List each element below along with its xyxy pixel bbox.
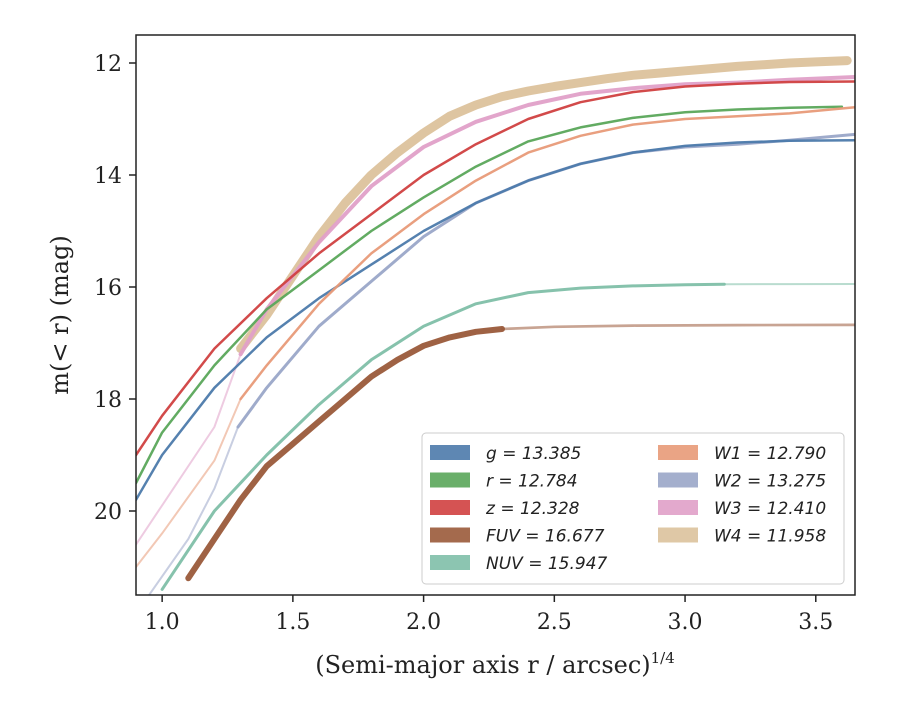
- legend-label: W1 = 12.790: [714, 444, 826, 464]
- y-axis-label: m(< r) (mag): [46, 235, 74, 394]
- legend-label: W4 = 11.958: [714, 527, 826, 547]
- legend-swatch: [658, 500, 698, 515]
- legend-swatch: [658, 445, 698, 460]
- x-tick-label: 2.0: [406, 610, 441, 635]
- legend-swatch: [430, 445, 470, 460]
- legend-label: W2 = 13.275: [714, 472, 826, 492]
- y-tick-label: 16: [94, 276, 122, 301]
- x-axis-label-exponent: 1/4: [651, 649, 675, 667]
- legend-label: NUV = 15.947: [486, 554, 608, 574]
- x-tick-label: 3.0: [668, 610, 703, 635]
- x-tick-label: 3.5: [798, 610, 833, 635]
- x-axis-label: (Semi-major axis r / arcsec)1/4: [315, 649, 675, 679]
- legend-swatch: [658, 528, 698, 543]
- x-tick-label: 2.5: [537, 610, 572, 635]
- y-tick-label: 18: [94, 388, 122, 413]
- x-tick-label: 1.5: [275, 610, 310, 635]
- legend-swatch: [430, 473, 470, 488]
- legend-label: FUV = 16.677: [486, 527, 605, 547]
- legend-swatch: [430, 500, 470, 515]
- legend-label: z = 12.328: [485, 499, 580, 519]
- legend-label: r = 12.784: [486, 472, 578, 492]
- legend-swatch: [430, 528, 470, 543]
- legend-label: g = 13.385: [486, 444, 581, 464]
- x-tick-label: 1.0: [145, 610, 180, 635]
- y-tick-label: 20: [94, 500, 122, 525]
- legend-swatch: [430, 555, 470, 570]
- legend-label: W3 = 12.410: [714, 499, 826, 519]
- y-tick-label: 12: [94, 52, 122, 77]
- legend: g = 13.385 r = 12.784 z = 12.328 FUV = 16.6…: [422, 433, 844, 584]
- legend-swatch: [658, 473, 698, 488]
- y-tick-label: 14: [94, 164, 122, 189]
